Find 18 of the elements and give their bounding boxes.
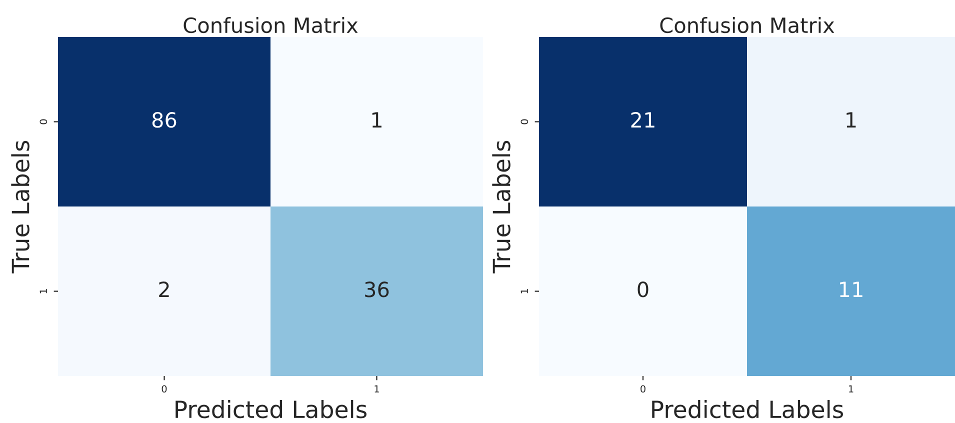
data-label: 21 bbox=[631, 112, 654, 128]
chart-title: Confusion Matrix bbox=[184, 17, 358, 34]
data-label: 11 bbox=[840, 282, 862, 297]
x-tick-label: 0 bbox=[162, 385, 167, 393]
x-tick-label: 0 bbox=[640, 385, 646, 393]
x-axis-title: Predicted Labels bbox=[652, 400, 844, 418]
data-label: 2 bbox=[159, 282, 169, 297]
y-axis-title: True Labels bbox=[11, 140, 30, 274]
data-label: 1 bbox=[372, 112, 382, 128]
data-label: 1 bbox=[846, 112, 856, 128]
data-label: 36 bbox=[365, 282, 389, 298]
x-axis-title: Predicted Labels bbox=[176, 400, 367, 418]
y-axis-title: True Labels bbox=[492, 140, 510, 274]
x-tick-label: 1 bbox=[374, 385, 379, 392]
data-label: 0 bbox=[638, 282, 648, 298]
x-tick-label: 1 bbox=[848, 385, 854, 392]
data-label: 86 bbox=[152, 112, 176, 128]
chart-title: Confusion Matrix bbox=[660, 17, 834, 34]
